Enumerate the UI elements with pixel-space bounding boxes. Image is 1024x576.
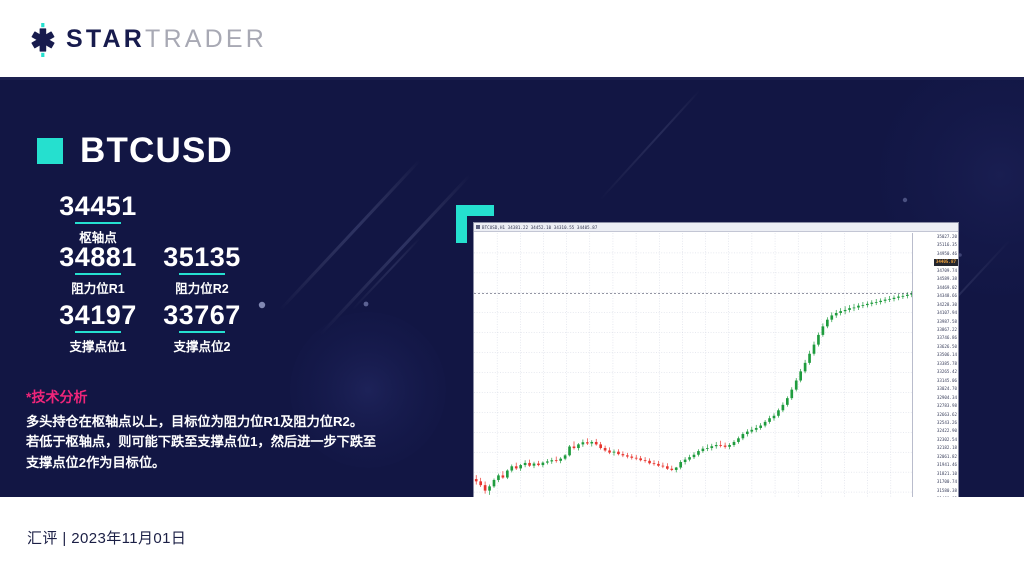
stat-resistance-1: 34881 阻力位R1 <box>42 243 154 297</box>
price-axis-tick: 33626.50 <box>936 343 957 349</box>
stat-pivot-point: 34451 枢轴点 <box>44 192 152 246</box>
analysis-heading: *技术分析 <box>26 388 406 408</box>
stat-underline <box>179 331 225 334</box>
analysis-heading-text: 技术分析 <box>31 389 88 405</box>
page-header: STARTRADER <box>0 0 1024 79</box>
price-axis-tick: 34950.46 <box>936 250 957 256</box>
price-axis-tick: 32061.82 <box>936 453 957 459</box>
price-axis-tick: 31941.46 <box>936 462 957 468</box>
price-axis-tick: 33265.42 <box>936 369 957 375</box>
title-marker-square <box>37 137 63 164</box>
price-axis-tick: 32543.26 <box>936 420 957 425</box>
page-title: BTCUSD <box>80 131 234 170</box>
analysis-line: 支撑点位2作为目标位。 <box>26 454 166 470</box>
brand-wordmark: STARTRADER <box>66 27 267 52</box>
chart-titlebar: BTCUSD,H1 34381.22 34452.10 34310.55 344… <box>474 223 958 232</box>
price-axis-tick: 32302.54 <box>936 436 957 442</box>
header-divider <box>0 77 1024 80</box>
analysis-line: 多头持仓在枢轴点以上，目标位为阻力位R1及阻力位R2。 <box>26 413 364 429</box>
symbol-title-row: BTCUSD <box>37 133 233 168</box>
chart-window-title: BTCUSD,H1 34381.22 34452.10 34310.55 344… <box>482 224 598 230</box>
stat-label: 支撑点位1 <box>69 340 127 355</box>
price-axis-tick: 31821.10 <box>936 470 957 476</box>
stat-underline <box>75 222 121 225</box>
stat-value: 34451 <box>59 191 137 221</box>
stat-value: 34197 <box>59 300 137 330</box>
price-axis-tick: 33145.06 <box>936 377 957 383</box>
price-axis-tick: 34228.30 <box>936 301 957 307</box>
brand-name-light: TRADER <box>145 25 267 53</box>
brand-name-bold: STAR <box>66 25 145 53</box>
stat-resistance-2: 35135 阻力位R2 <box>146 243 258 297</box>
price-axis-tick: 31580.38 <box>936 487 957 493</box>
price-axis-tick: 34348.66 <box>936 293 957 299</box>
main-panel: BTCUSD 34451 枢轴点 34881 阻力位R1 35135 阻力位R2… <box>0 80 1024 497</box>
price-axis-tick: 34107.94 <box>936 310 957 316</box>
price-axis-tick: 32663.62 <box>936 411 957 417</box>
chart-corner-bracket-top-left <box>456 205 494 243</box>
price-axis-tick: 33987.58 <box>936 318 957 324</box>
stat-underline <box>75 331 121 334</box>
brand-logo[interactable]: STARTRADER <box>26 22 267 57</box>
price-axis-tick: 32904.34 <box>936 394 957 400</box>
stat-label: 阻力位R1 <box>71 282 125 297</box>
stat-underline <box>179 273 225 276</box>
price-axis-tick: 32422.90 <box>936 428 957 434</box>
stat-support-2: 33767 支撑点位2 <box>146 301 258 355</box>
stat-value: 34881 <box>59 242 137 272</box>
chart-price-axis: 35027.2035116.3534950.4634830.1034709.74… <box>912 233 958 497</box>
stat-value: 33767 <box>163 300 241 330</box>
price-axis-tick: 33867.22 <box>936 327 957 332</box>
price-axis-tick: 35027.20 <box>936 234 957 239</box>
price-axis-tick: 33385.78 <box>936 360 957 366</box>
technical-analysis-block: *技术分析 多头持仓在枢轴点以上，目标位为阻力位R1及阻力位R2。 若低于枢轴点… <box>26 388 406 473</box>
price-axis-tick: 33024.70 <box>936 386 957 392</box>
stat-value: 35135 <box>163 242 241 272</box>
price-axis-tick: 32182.18 <box>936 445 957 451</box>
price-axis-tick: 34469.02 <box>936 284 957 290</box>
footer-caption: 汇评 | 2023年11月01日 <box>27 530 187 547</box>
chart-window[interactable]: BTCUSD,H1 34381.22 34452.10 34310.55 344… <box>473 222 959 497</box>
price-axis-tick: 34709.74 <box>936 267 957 273</box>
star-asterisk-icon <box>26 22 60 57</box>
chart-window-icon <box>476 225 480 229</box>
stat-underline <box>75 273 121 276</box>
price-axis-tick: 35116.35 <box>936 242 957 248</box>
analysis-heading-marker: * <box>26 389 32 405</box>
stat-label: 支撑点位2 <box>173 340 231 355</box>
page-footer: 汇评 | 2023年11月01日 <box>0 497 1024 576</box>
stat-label: 枢轴点 <box>79 231 117 246</box>
current-price-label: 34405.87 <box>933 259 958 266</box>
price-axis-tick: 33746.86 <box>936 335 957 341</box>
price-axis-tick: 31700.74 <box>936 479 957 485</box>
price-axis-tick: 33506.14 <box>936 352 957 358</box>
stat-label: 阻力位R2 <box>175 282 229 297</box>
price-axis-tick: 32783.98 <box>936 403 957 409</box>
stat-support-1: 34197 支撑点位1 <box>42 301 154 355</box>
analysis-line: 若低于枢轴点，则可能下跌至支撑点位1，然后进一步下跌至 <box>26 434 377 450</box>
price-axis-tick: 34589.38 <box>936 276 957 282</box>
chart-plot-area[interactable] <box>474 233 914 497</box>
